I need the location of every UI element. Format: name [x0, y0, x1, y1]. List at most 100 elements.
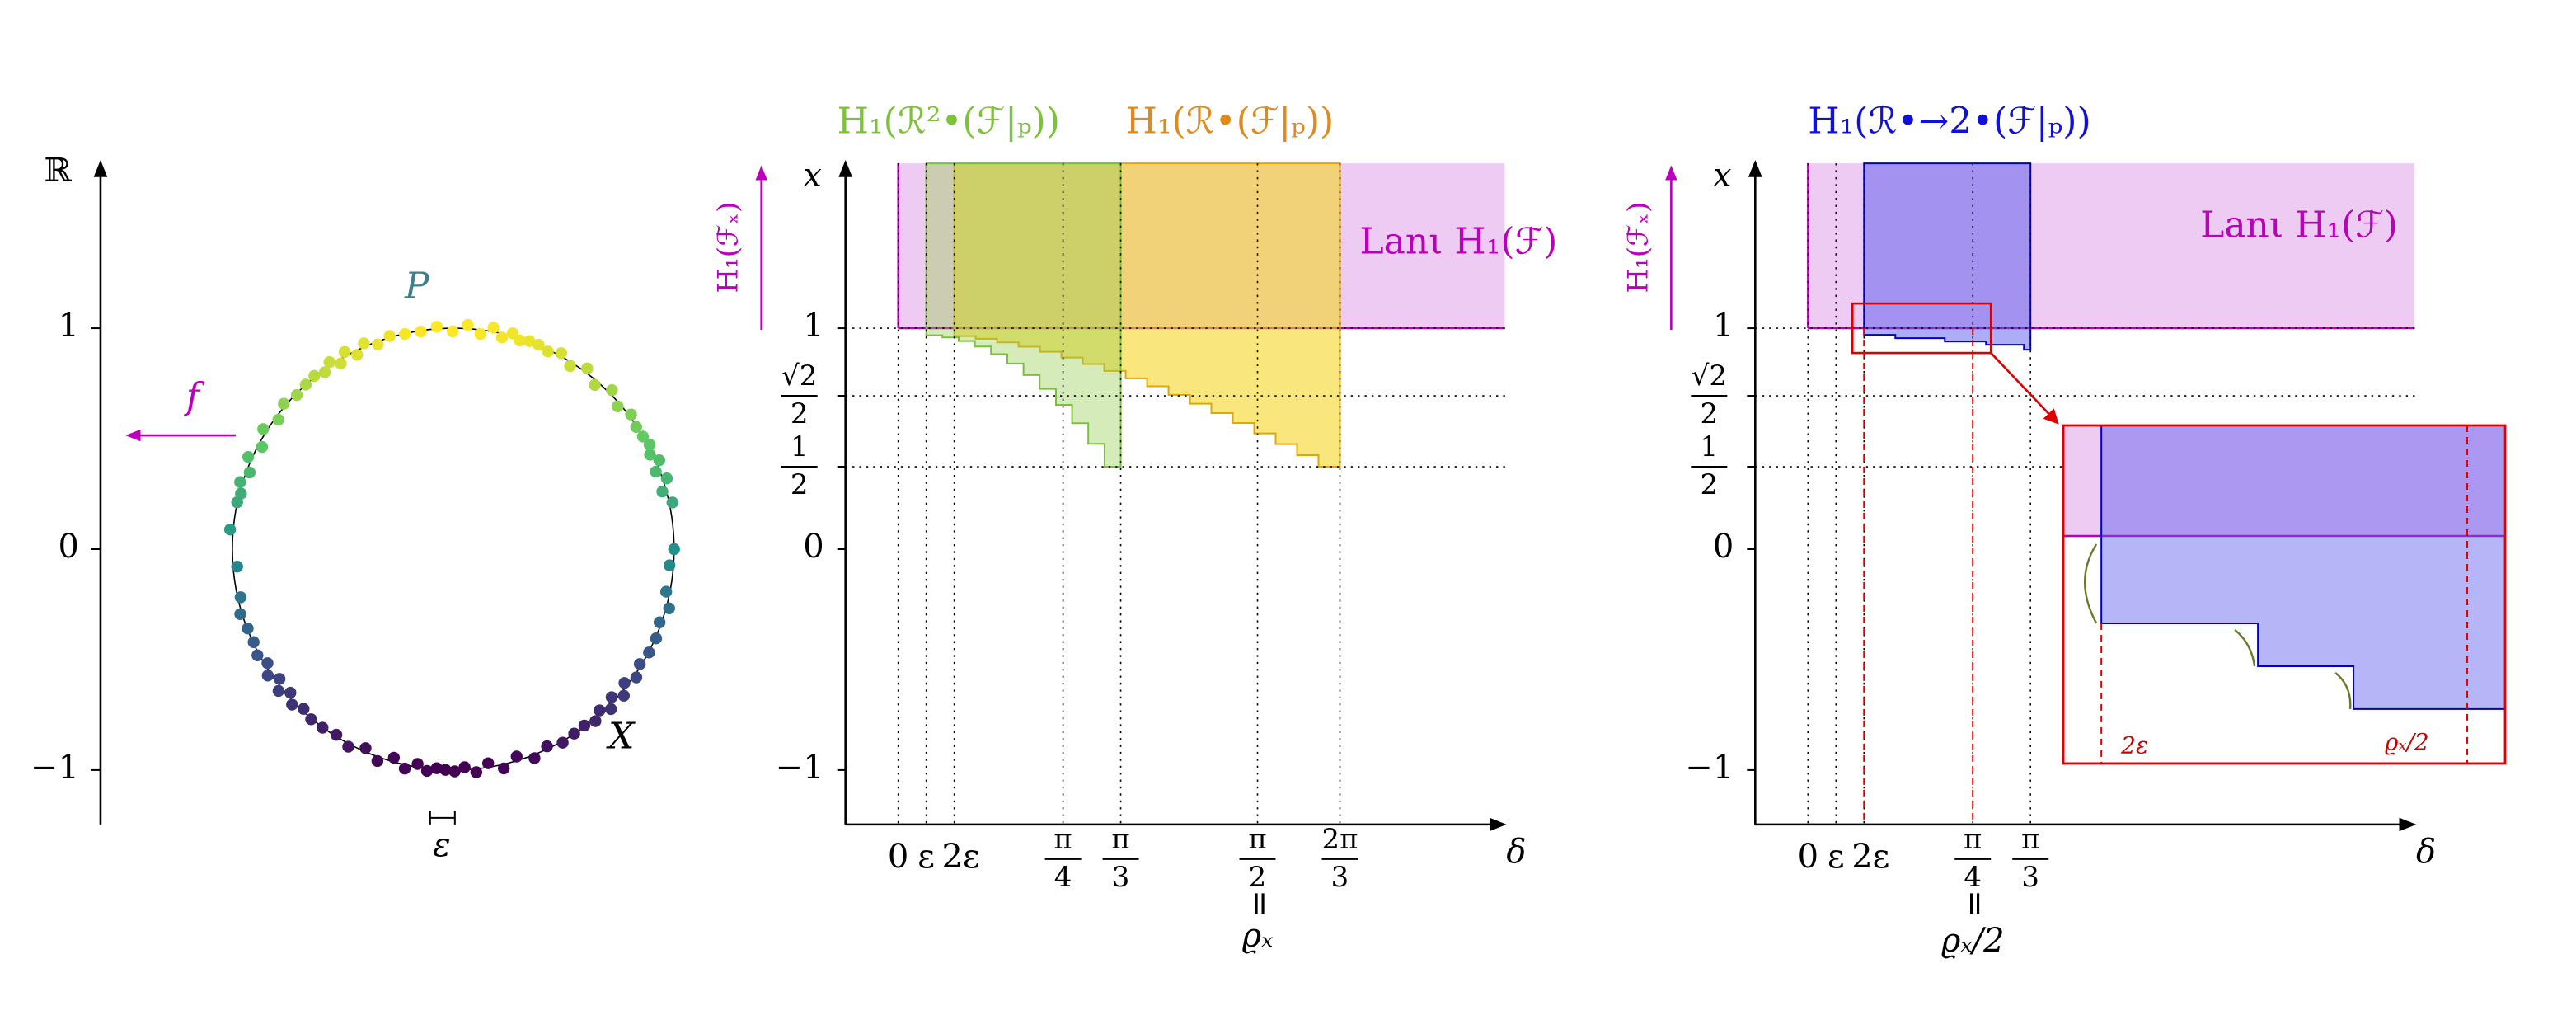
tick-den: 2 [791, 397, 809, 430]
region-label: Lanι H₁(ℱ) [1359, 221, 1557, 263]
scale-label: ε [433, 826, 450, 864]
point [323, 356, 335, 369]
point [636, 430, 650, 443]
point [564, 360, 576, 373]
annotation: ϱₓ [1242, 917, 1274, 955]
tick-label: 0 [803, 528, 823, 566]
point [372, 338, 384, 350]
point [351, 349, 364, 361]
point [625, 408, 637, 421]
point [317, 721, 329, 734]
y-axis-label: x [1713, 157, 1732, 195]
map-label: f [184, 376, 205, 418]
point [338, 345, 351, 359]
inset-frame [2062, 424, 2507, 765]
point [578, 719, 591, 732]
tick-label: 0 [1798, 838, 1818, 876]
point [643, 439, 656, 451]
point [528, 752, 541, 764]
point [514, 334, 526, 347]
point [290, 388, 303, 402]
annotation-equals: = [1241, 890, 1279, 918]
tick-den: 2 [791, 468, 809, 501]
points [223, 318, 680, 778]
tick-den: 3 [2021, 861, 2039, 894]
point [666, 496, 678, 509]
tick-label: −1 [776, 749, 824, 787]
point [420, 764, 434, 778]
point [650, 632, 663, 645]
point [589, 378, 601, 392]
point [498, 762, 510, 775]
zoom-arrow [1990, 352, 2059, 425]
point [533, 338, 545, 351]
point [618, 677, 631, 689]
point [458, 761, 471, 773]
point [383, 330, 396, 342]
point [447, 325, 459, 338]
tick-label: 1 [1713, 307, 1734, 345]
point [234, 476, 246, 488]
inset-label: 2ε [2120, 731, 2148, 759]
point [604, 703, 617, 716]
point [358, 337, 370, 350]
tick-label: ε [917, 838, 935, 876]
point [411, 758, 424, 770]
point [650, 465, 662, 478]
tick-label: −1 [1685, 749, 1734, 787]
point [342, 740, 354, 753]
point [318, 366, 331, 378]
point [257, 423, 270, 435]
tick-den: 2 [1701, 468, 1719, 501]
x-axis-label: δ [2416, 833, 2436, 871]
tick-num: 2π [1322, 823, 1358, 856]
point [470, 766, 483, 778]
legend-entry: H₁(ℛ•→2•(ℱ|ₚ)) [1808, 101, 2090, 143]
tick-label: ε [1828, 838, 1845, 876]
point [231, 496, 243, 509]
point [251, 649, 264, 661]
point [606, 384, 618, 397]
point [487, 322, 500, 334]
point [415, 325, 427, 338]
scale-bar [429, 811, 456, 825]
tick-den: 4 [1964, 861, 1982, 894]
tick-den: 4 [1054, 861, 1072, 894]
tick-label: 0 [888, 838, 908, 876]
point [223, 523, 237, 536]
point [663, 559, 676, 571]
point [256, 440, 269, 454]
point [612, 400, 624, 413]
point [330, 728, 343, 741]
point [371, 754, 384, 768]
tick-num: 1 [791, 430, 809, 463]
point [605, 691, 618, 703]
point [247, 636, 260, 648]
point [589, 715, 602, 727]
point [542, 345, 554, 358]
point-label: P [404, 266, 430, 308]
point [261, 657, 274, 670]
tick-num: π [1053, 823, 1072, 856]
point [630, 671, 643, 684]
point [482, 757, 495, 769]
point [668, 543, 680, 556]
point [663, 602, 675, 614]
tick-label: 0 [1713, 528, 1734, 566]
point [448, 765, 461, 778]
point [653, 616, 666, 628]
tick-num: 1 [1701, 430, 1719, 463]
space-label: X [606, 715, 636, 757]
point [474, 327, 487, 341]
point [644, 449, 656, 461]
tick-den: 3 [1331, 861, 1349, 894]
point [495, 331, 509, 344]
point [298, 703, 310, 715]
point [510, 750, 523, 763]
point [273, 673, 286, 685]
region-label: Lanι H₁(ℱ) [2200, 204, 2398, 247]
legend-entry: H₁(ℛ²•(ℱ|ₚ)) [838, 101, 1060, 143]
y-axis-label: x [803, 157, 822, 195]
point [243, 466, 256, 479]
